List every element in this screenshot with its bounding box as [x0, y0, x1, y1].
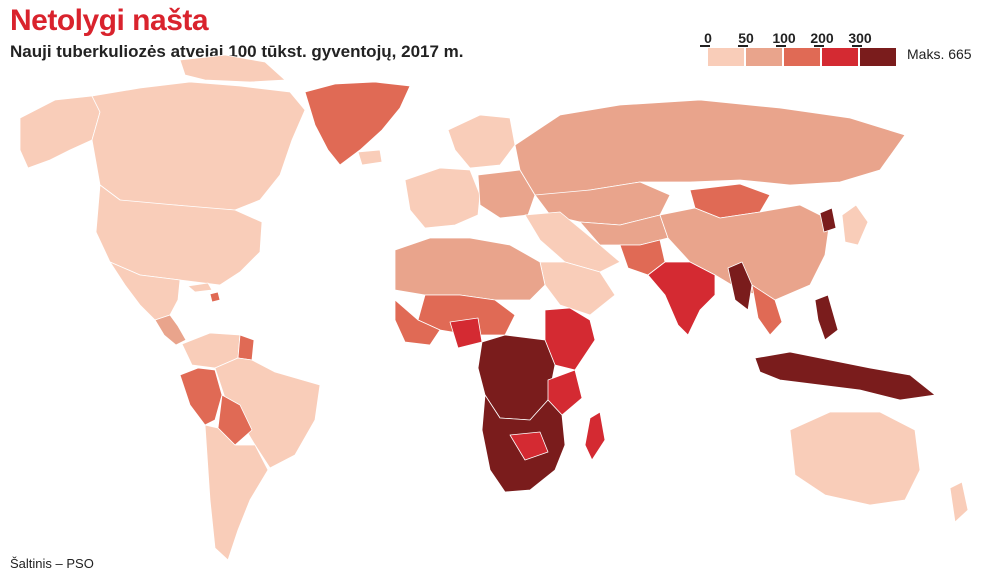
- legend-line: [738, 45, 748, 47]
- region-japan: [841, 204, 869, 246]
- region-myanmar: [727, 261, 753, 311]
- legend-swatch-0-50: [708, 48, 744, 66]
- region-southern-cone: [204, 424, 269, 561]
- region-scandinavia: [447, 114, 516, 169]
- region-north-korea: [819, 207, 837, 233]
- legend-tick-100: 100: [772, 30, 796, 46]
- region-philippines: [814, 294, 839, 341]
- region-peru: [179, 367, 223, 426]
- region-iceland: [357, 149, 383, 166]
- region-arctic-islands: [179, 54, 286, 83]
- region-australia: [789, 411, 921, 506]
- region-greenland: [304, 81, 411, 166]
- legend-tick-200: 200: [810, 30, 834, 46]
- region-indonesia: [754, 351, 936, 401]
- region-new-zealand: [949, 481, 969, 523]
- region-china: [659, 204, 831, 301]
- legend: 0 50 100 200 300 Maks. 665: [700, 30, 990, 70]
- region-north-africa: [394, 237, 546, 301]
- region-western-europe: [404, 167, 481, 229]
- legend-tick-0: 0: [704, 30, 712, 46]
- region-indochina: [751, 284, 783, 336]
- region-guyana: [237, 334, 255, 361]
- region-arabia: [539, 261, 616, 316]
- legend-tick-50: 50: [738, 30, 754, 46]
- region-haiti: [209, 291, 221, 303]
- legend-swatch-50-100: [746, 48, 782, 66]
- region-cuba: [187, 282, 213, 293]
- legend-tick-300: 300: [848, 30, 872, 46]
- legend-line: [776, 45, 786, 47]
- region-madagascar: [584, 411, 606, 461]
- legend-line: [852, 45, 862, 47]
- region-turkey-iran: [524, 211, 621, 273]
- map-title: Netolygi našta: [10, 4, 209, 37]
- region-west-africa: [394, 299, 441, 346]
- legend-max-label: Maks. 665: [907, 46, 972, 62]
- region-alaska: [19, 95, 101, 169]
- legend-line: [814, 45, 824, 47]
- region-central-america: [154, 314, 187, 346]
- region-nigeria: [449, 317, 483, 349]
- region-tanzania: [547, 369, 583, 416]
- legend-line: [700, 45, 710, 47]
- legend-swatch-200-300: [822, 48, 858, 66]
- region-russia: [514, 99, 906, 196]
- legend-swatch-100-200: [784, 48, 820, 66]
- map-subtitle: Nauji tuberkuliozės atvejai 100 tūkst. g…: [10, 42, 464, 61]
- region-canada: [91, 81, 306, 211]
- region-zimbabwe: [509, 431, 549, 461]
- legend-swatch-300-plus: [860, 48, 896, 66]
- region-bolivia: [217, 394, 253, 446]
- source-note: Šaltinis – PSO: [10, 556, 94, 571]
- region-india: [647, 261, 716, 336]
